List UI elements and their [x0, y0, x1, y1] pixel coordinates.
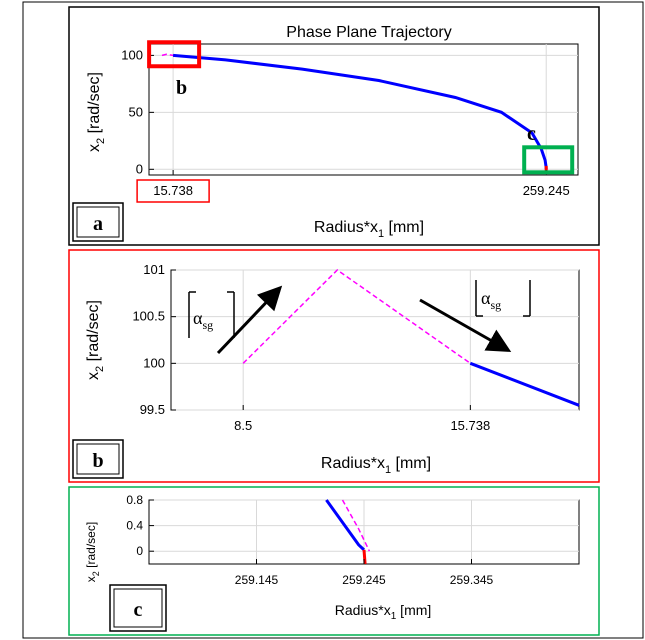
panel-b-label: b — [92, 450, 103, 472]
ytick-label: 99.5 — [140, 402, 165, 417]
panel-a-ylabel: x2 [rad/sec] — [86, 72, 107, 152]
xtick-label: 259.245 — [523, 183, 570, 198]
xtick-label: 259.345 — [450, 573, 494, 587]
panel-a-xticks: 15.738 259.245 — [136, 170, 570, 203]
ytick-label: 100.5 — [132, 309, 165, 324]
panel-b-label-inner — [76, 443, 120, 475]
annotation-alpha-sg-right: αsg — [475, 280, 531, 317]
xtick-label: 8.5 — [234, 418, 252, 433]
panel-b-border — [68, 249, 600, 483]
panel-c-xlabel: Radius*x1 [mm] — [335, 602, 432, 622]
panel-c: 0 0.4 0.8 259.145 259.245 259.345 Radius*x1 … — [68, 486, 600, 636]
zoom-box-b-label: b — [176, 77, 187, 99]
ytick-label: 101 — [143, 262, 165, 277]
series-line — [469, 361, 580, 407]
ytick-label: 100 — [121, 47, 143, 62]
panel-b-xlabel: Radius*x1 [mm] — [321, 455, 431, 476]
panel-c-series — [325, 499, 371, 565]
zoom-box-c — [522, 145, 575, 175]
panel-a-label: a — [93, 213, 103, 235]
series-line — [341, 499, 371, 552]
panel-a-label-box — [72, 202, 124, 242]
ytick-label: 0 — [136, 161, 143, 176]
ytick-label: 0 — [136, 544, 143, 558]
outer-frame — [22, 1, 644, 639]
panel-b-label-box — [72, 439, 124, 479]
panel-b-xticks: 8.5 15.738 — [234, 405, 490, 433]
panel-a-axes — [148, 43, 579, 176]
panel-a-title: Phase Plane Trajectory — [286, 24, 451, 41]
panel-b-ylabel: x2 [rad/sec] — [85, 300, 106, 380]
xtick-highlight-box — [136, 179, 210, 203]
panel-c-label-inner — [113, 588, 163, 628]
panel-a-grid — [149, 44, 578, 175]
panel-c-border — [68, 486, 600, 636]
zoom-box-b — [147, 40, 202, 69]
panel-a: Phase Plane Trajectory 0 50 100 15.738 259.… — [68, 6, 600, 246]
panel-b-yticks: 99.5 100 100.5 101 — [132, 262, 176, 417]
series-line — [362, 549, 367, 565]
panel-c-ylabel: x2 [rad/sec] — [84, 522, 101, 582]
series-line — [172, 53, 548, 170]
xtick-label: 259.145 — [235, 573, 279, 587]
alpha-sg-left-label: αsg — [193, 308, 213, 332]
arrow-up-right — [216, 285, 283, 355]
arrow-down-right — [419, 298, 512, 352]
series-line — [325, 499, 366, 551]
alpha-sg-right-label: αsg — [481, 288, 501, 312]
series-line — [161, 53, 547, 170]
xtick-label: 15.738 — [450, 418, 490, 433]
ytick-label: 50 — [129, 104, 143, 119]
panel-c-yticks: 0 0.4 0.8 — [126, 493, 154, 558]
panel-c-label-box — [109, 584, 167, 632]
panel-a-label-inner — [76, 206, 120, 238]
panel-c-xticks: 259.145 259.245 259.345 — [235, 559, 494, 587]
annotation-alpha-sg-left: αsg — [188, 291, 235, 338]
panel-b-series — [242, 269, 580, 407]
ytick-label: 100 — [143, 355, 165, 370]
panel-b-grid — [171, 269, 579, 411]
panel-a-series — [161, 53, 548, 172]
panel-c-label: c — [134, 599, 143, 621]
panel-b: 99.5 100 100.5 101 8.5 15.738 αsg αsg Radius… — [68, 249, 600, 483]
ytick-label: 0.8 — [126, 493, 143, 507]
ytick-label: 0.4 — [126, 519, 143, 533]
panel-a-xlabel: Radius*x1 [mm] — [314, 219, 424, 240]
panel-a-border — [68, 6, 600, 246]
zoom-box-c-label: c — [527, 123, 536, 145]
xtick-label: 15.738 — [153, 183, 193, 198]
xtick-label: 259.245 — [342, 573, 386, 587]
